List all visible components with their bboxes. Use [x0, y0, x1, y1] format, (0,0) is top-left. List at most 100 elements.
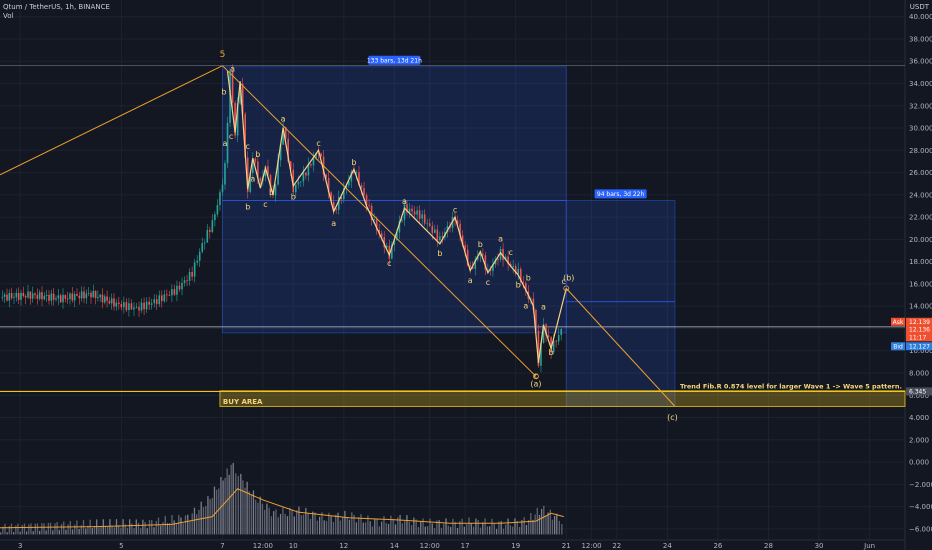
candle-body — [246, 157, 249, 192]
currency-label: USDT — [909, 3, 929, 11]
volume-bar — [80, 525, 82, 535]
candle-body — [57, 295, 60, 299]
volume-bar — [200, 501, 202, 535]
volume-bar — [470, 523, 472, 535]
volume-bar — [558, 520, 560, 535]
candle-body — [198, 251, 201, 261]
time-axis-tick: 10 — [289, 542, 298, 550]
candle-body — [353, 171, 355, 174]
candle-body — [423, 214, 426, 224]
wave-label: c — [316, 139, 320, 148]
candle-body — [373, 219, 375, 221]
candle-body — [428, 223, 431, 227]
candle-body — [418, 210, 421, 219]
candle-body — [537, 330, 540, 366]
volume-bar — [339, 520, 341, 535]
price-axis-tick: −6.000 — [909, 525, 932, 533]
candle-body — [183, 280, 186, 283]
volume-bar — [493, 523, 495, 535]
candle-body — [27, 291, 29, 298]
price-tag: 11:17 — [909, 334, 926, 341]
candle-body — [363, 188, 365, 196]
candle-body — [300, 181, 302, 183]
time-axis-tick: 26 — [713, 542, 722, 550]
candle-body — [274, 184, 277, 196]
volume-bar — [160, 525, 162, 535]
candle-body — [340, 197, 343, 200]
volume-bar — [498, 521, 500, 535]
volume-bar — [358, 517, 360, 535]
volume-bar — [222, 480, 224, 535]
volume-bar — [162, 522, 164, 535]
time-axis-tick: 5 — [119, 542, 123, 550]
volume-bar — [489, 526, 491, 535]
volume-bar — [360, 514, 362, 535]
volume-bar — [264, 509, 266, 535]
candle-body — [540, 342, 542, 366]
volume-bar — [224, 477, 226, 535]
wave-label: c — [486, 278, 490, 287]
candle-body — [284, 127, 287, 139]
volume-bar — [454, 521, 456, 535]
volume-bar — [514, 518, 516, 535]
volume-bar — [408, 521, 410, 535]
wave-label: b — [255, 150, 260, 159]
candle-body — [355, 172, 358, 174]
volume-bar — [8, 526, 10, 535]
volume-indicator-label[interactable]: Vol — [3, 12, 14, 20]
volume-bar — [52, 530, 54, 535]
measure-box-1-label: 133 bars, 13d 21h — [367, 57, 422, 64]
wave-line-correction-c — [565, 288, 676, 407]
volume-bar — [486, 526, 489, 535]
volume-bar — [282, 507, 284, 535]
volume-bar — [392, 518, 394, 535]
symbol-title: Qtum / TetherUS, 1h, BINANCE — [3, 3, 110, 11]
volume-bar — [151, 519, 153, 535]
volume-bar — [218, 488, 220, 535]
volume-bar — [332, 521, 335, 535]
volume-bar — [309, 518, 312, 535]
volume-bar — [13, 531, 15, 535]
volume-bar — [115, 519, 118, 535]
candle-body — [171, 289, 173, 296]
candle-body — [254, 158, 257, 162]
candle-body — [292, 169, 295, 193]
volume-bar — [518, 526, 521, 535]
candle-body — [244, 114, 247, 158]
candle-body — [92, 291, 95, 298]
volume-bar — [230, 464, 232, 535]
candle-body — [158, 295, 161, 305]
measure-box-2 — [565, 200, 676, 407]
volume-bar — [32, 531, 34, 535]
candle-body — [38, 292, 41, 299]
candle-body — [385, 245, 388, 248]
volume-bar — [235, 473, 237, 535]
price-axis-tick: 36.000 — [909, 58, 932, 66]
volume-bar — [6, 532, 8, 535]
candle-body — [499, 248, 502, 260]
price-axis-tick: 0.000 — [909, 459, 929, 467]
volume-bar — [47, 522, 50, 535]
time-axis-tick: 14 — [390, 542, 399, 550]
candle-body — [416, 210, 418, 215]
volume-bar — [376, 518, 378, 535]
volume-bar — [23, 523, 26, 535]
candle-body — [108, 300, 111, 304]
candle-body — [560, 328, 563, 336]
candle-body — [441, 236, 444, 238]
volume-bar — [273, 511, 275, 535]
volume-bar — [148, 520, 151, 535]
volume-bar — [549, 509, 551, 535]
volume-bar — [240, 473, 242, 535]
volume-bar — [100, 526, 102, 535]
candle-body — [10, 293, 13, 299]
volume-bar — [381, 521, 383, 535]
price-axis-tick: 10.000 — [909, 347, 932, 355]
volume-bar — [268, 507, 270, 535]
volume-bar — [298, 506, 300, 535]
candle-body — [20, 292, 22, 300]
volume-bar — [2, 526, 4, 535]
candle-body — [365, 195, 368, 206]
